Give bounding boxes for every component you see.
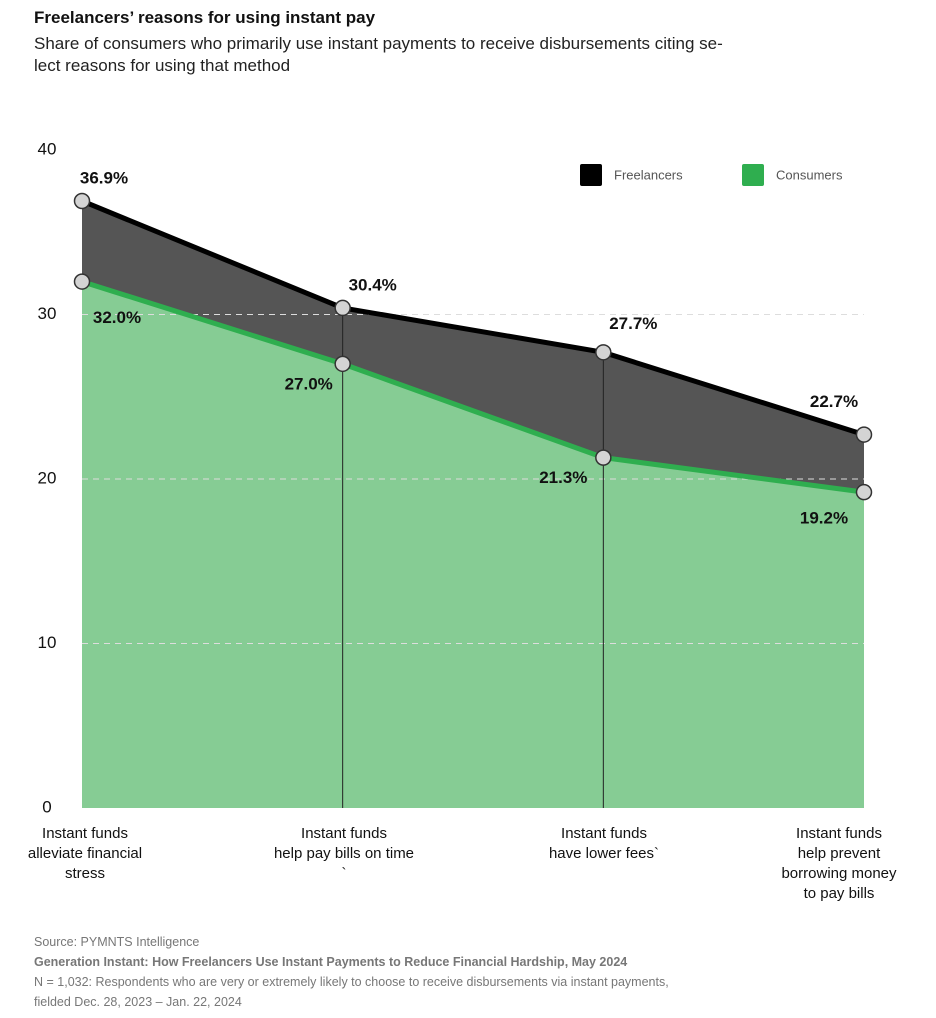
point [595,449,612,466]
point [73,273,91,290]
data-label: 27.7% [609,314,657,333]
area [82,281,864,809]
legend-swatch [742,164,764,186]
chart-subtitle: Share of consumers who primarily use ins… [34,34,723,75]
y-tick-label: 10 [38,633,57,652]
point [855,483,873,501]
note: N = 1,032: Respondents who are very or e… [34,975,669,1009]
legend-label: Freelancers [614,167,683,182]
point [73,192,91,210]
y-tick-label: 0 [42,797,51,816]
line [81,279,865,495]
y-tick-label: 30 [38,304,57,323]
legend-label: Consumers [776,167,843,182]
data-label: 27.0% [285,374,333,393]
legend-swatch [580,164,602,186]
point [855,426,873,443]
data-label: 32.0% [93,308,141,327]
point [595,344,612,361]
point [334,355,351,373]
line [81,198,865,437]
data-label: 30.4% [349,275,397,294]
report: Generation Instant: How Freelancers Use … [34,955,628,969]
x-tick-label: Instant funds help prevent borrowing mon… [781,825,897,902]
x-tick-label: Instant funds have lower fees` [548,825,660,862]
footer: Source: PYMNTS Intelligence Generation I… [34,932,669,1012]
data-label: 36.9% [80,168,128,187]
chart-title: Freelancers’ reasons for using instant p… [34,8,376,27]
source: Source: PYMNTS Intelligence [34,935,200,949]
y-tick-label: 20 [38,468,57,487]
x-tick-label: Instant funds alleviate financial stress [27,825,143,882]
y-tick-label: 40 [38,139,57,158]
data-label: 21.3% [539,468,587,487]
x-tick-label: Instant funds help pay bills on time ` [273,825,415,882]
point [334,299,351,317]
data-label: 22.7% [810,392,858,411]
data-label: 19.2% [800,509,848,528]
